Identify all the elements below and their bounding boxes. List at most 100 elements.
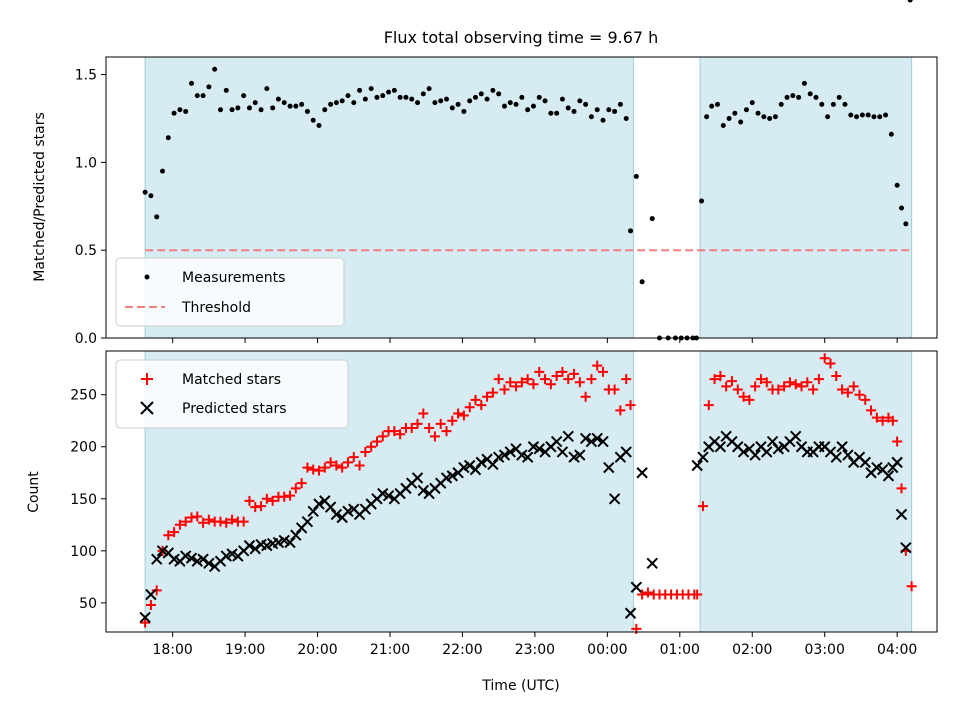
ratio-panel-frame <box>105 56 938 339</box>
matched-star-point <box>586 374 597 385</box>
measurement-point <box>888 131 894 137</box>
measurement-point <box>223 87 229 93</box>
measurement-point <box>796 94 802 100</box>
predicted-star-point <box>761 446 773 458</box>
measurement-point <box>714 101 720 107</box>
measurement-point <box>628 228 634 234</box>
matched-star-point <box>796 381 807 392</box>
count-legend-box <box>115 359 349 429</box>
measurement-point <box>270 105 276 111</box>
chart-title: Flux total observing time = 9.67 h <box>384 28 659 47</box>
matched-star-point <box>738 391 749 402</box>
predicted-star-point <box>185 552 198 564</box>
measurement-point <box>842 101 848 107</box>
measurement-point <box>501 103 507 109</box>
x-tick-label: 02:00 <box>732 642 772 658</box>
measurement-point <box>767 115 773 121</box>
matched-star-point <box>615 405 626 416</box>
measurement-point <box>391 87 397 93</box>
measurement-point <box>467 98 473 104</box>
matched-star-point <box>261 493 272 504</box>
matched-star-point <box>302 462 313 473</box>
matched-star-point <box>366 441 377 452</box>
matched-star-point <box>557 366 568 377</box>
predicted-star-point <box>891 456 903 469</box>
measurement-point <box>293 103 299 109</box>
measurement-point <box>409 96 415 102</box>
matched-star-point <box>755 374 766 385</box>
predicted-star-point <box>714 441 727 453</box>
measurement-point <box>525 107 531 113</box>
count-legend: Matched stars Predicted stars <box>115 359 349 429</box>
measurement-point <box>830 101 836 107</box>
predicted-star-point <box>790 430 802 443</box>
x-tick-label: 21:00 <box>370 642 410 658</box>
measurement-point <box>397 94 403 100</box>
predicted-star-point <box>562 430 574 443</box>
matched-star-point <box>802 377 813 388</box>
legend-measurements-label: Measurements <box>182 270 285 286</box>
legend-predicted-marker <box>140 401 154 415</box>
matched-star-point <box>528 379 539 390</box>
measurement-point <box>623 115 629 121</box>
matched-star-point <box>773 384 784 395</box>
predicted-star-point <box>487 458 499 471</box>
measurement-point <box>444 96 450 102</box>
matched-star-point <box>290 483 301 494</box>
measurement-point <box>252 100 258 106</box>
matched-star-point <box>360 446 371 457</box>
matched-star-point <box>692 589 703 600</box>
matched-star-point <box>732 384 743 395</box>
ratio-legend-box <box>115 257 345 327</box>
matched-star-point <box>250 502 261 513</box>
matched-star-point <box>180 516 191 527</box>
predicted-star-point <box>859 456 871 469</box>
predicted-star-point <box>749 449 761 461</box>
x-tick-label: 04:00 <box>877 642 917 658</box>
matched-star-point <box>522 374 533 385</box>
matched-star-point <box>395 429 406 440</box>
measurement-point <box>316 122 322 128</box>
measurement-point <box>241 93 247 99</box>
measurement-point <box>472 94 478 100</box>
predicted-star-point <box>574 449 586 461</box>
measurement-point <box>183 108 189 114</box>
measurement-point <box>720 122 726 128</box>
measurement-point <box>368 86 374 92</box>
measurement-point <box>588 114 594 120</box>
legend-matched-label: Matched stars <box>182 372 281 388</box>
predicted-star-point <box>620 446 632 458</box>
measurement-point <box>188 80 194 86</box>
legend-predicted-label: Predicted stars <box>182 401 287 417</box>
measurement-point <box>565 105 571 111</box>
predicted-star-point <box>630 581 643 593</box>
matched-star-point <box>569 368 580 379</box>
matched-star-point <box>625 400 636 411</box>
y-tick-label: 0.5 <box>75 243 97 259</box>
matched-star-point <box>203 514 214 525</box>
matched-star-point <box>227 514 238 525</box>
y-tick-label: 150 <box>70 492 97 508</box>
measurement-point <box>600 117 606 123</box>
measurement-point <box>617 101 623 107</box>
measurement-point <box>903 221 909 227</box>
matched-star-point <box>621 374 632 385</box>
measurement-point <box>258 107 264 113</box>
measurement-point <box>403 94 409 100</box>
measurement-point <box>704 114 710 120</box>
count-y-axis-label: Count <box>26 471 42 513</box>
matched-star-point <box>813 374 824 385</box>
y-tick-label: 1.0 <box>75 155 97 171</box>
matched-star-point <box>314 465 325 476</box>
measurement-point <box>171 110 177 116</box>
predicted-star-point <box>307 505 319 517</box>
predicted-star-point <box>636 467 648 479</box>
predicted-star-point <box>475 456 487 469</box>
measurement-point <box>432 100 438 106</box>
matched-star-point <box>854 389 865 400</box>
matched-star-point <box>860 394 871 405</box>
matched-star-point <box>354 460 365 471</box>
measurement-point <box>380 93 386 99</box>
y-tick-label: 1.5 <box>75 68 97 84</box>
matched-star-point <box>642 587 653 598</box>
